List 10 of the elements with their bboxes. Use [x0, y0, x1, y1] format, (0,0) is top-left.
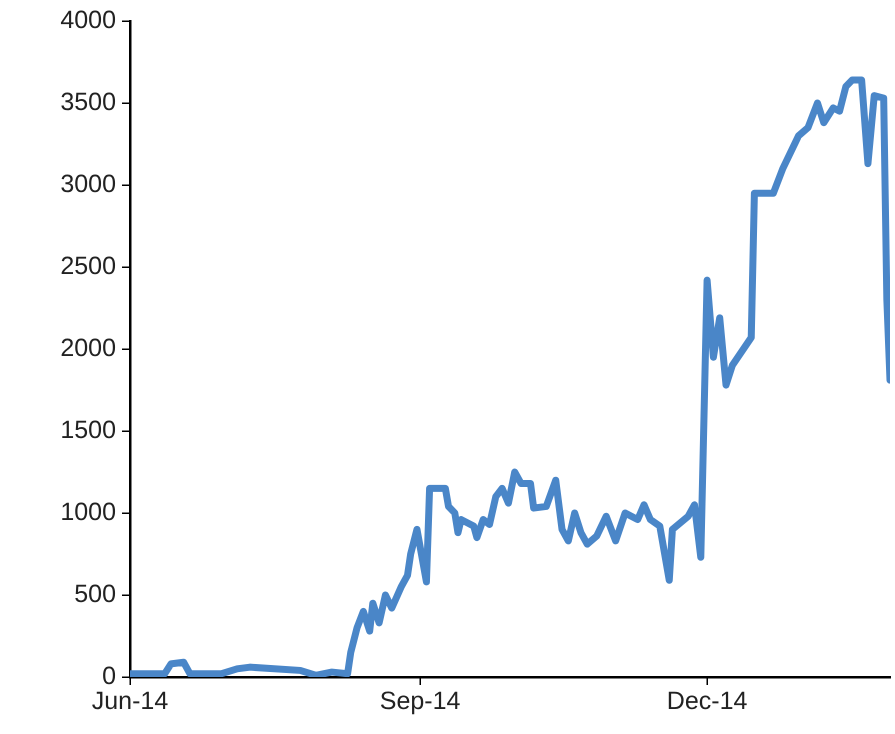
x-tick-label: Dec-14 — [666, 686, 748, 715]
y-tick-label: 2500 — [60, 252, 116, 280]
x-tick-label: Sep-14 — [380, 686, 461, 715]
y-tick-label: 1000 — [60, 498, 116, 526]
y-tick-label: 3500 — [60, 88, 116, 116]
y-tick-label: 4000 — [60, 6, 116, 34]
y-tick-label: 500 — [74, 580, 116, 608]
y-tick-label: 2000 — [60, 334, 116, 362]
y-tick-label: 1500 — [60, 416, 116, 444]
y-tick-label: 3000 — [60, 170, 116, 198]
